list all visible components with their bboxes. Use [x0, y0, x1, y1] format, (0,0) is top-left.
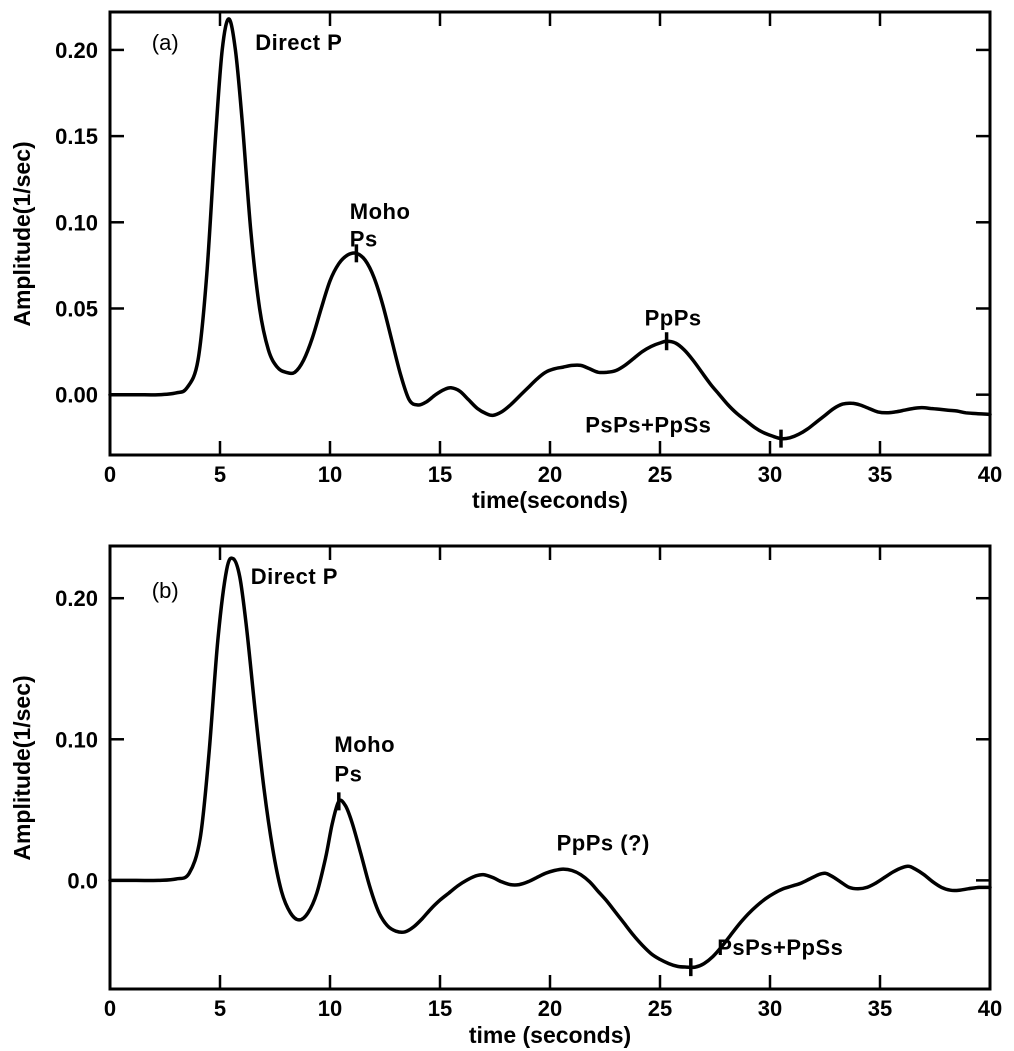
- annotation-psps-ppss: PsPs+PpSs: [585, 413, 711, 438]
- annotation-direct-p: Direct P: [251, 564, 338, 589]
- y-tick-label: 0.05: [55, 296, 98, 321]
- y-tick-label: 0.20: [55, 38, 98, 63]
- plot-frame: [108, 544, 992, 991]
- annotation-psps-ppss: PsPs+PpSs: [717, 935, 843, 960]
- x-tick-label: 40: [978, 996, 1002, 1021]
- x-axis-label: time (seconds): [469, 1022, 631, 1048]
- annotation-moho: Moho: [350, 199, 411, 224]
- x-tick-label: 40: [978, 462, 1002, 487]
- x-tick-label: 15: [428, 996, 452, 1021]
- y-tick-label: 0.10: [55, 210, 98, 235]
- plot-frame: [108, 10, 992, 457]
- x-tick-label: 30: [758, 462, 782, 487]
- annotation-ps: Ps: [350, 226, 378, 251]
- plot-area-a: 0 5 10 15 20 25 30 35 40 0.00 0.05 0.10 0.15 0.20 Dire…: [55, 10, 1002, 487]
- waveform-receiver-function-b: [108, 556, 992, 970]
- x-tick-label: 5: [214, 462, 226, 487]
- y-axis-label: Amplitude(1/sec): [9, 141, 35, 326]
- y-tick-label: 0.00: [55, 383, 98, 408]
- x-tick-label: 10: [318, 462, 342, 487]
- x-tick-label: 20: [538, 996, 562, 1021]
- y-tick-label: 0.20: [55, 586, 98, 611]
- x-tick-label: 35: [868, 996, 892, 1021]
- x-tick-label: 0: [104, 996, 116, 1021]
- annotation-ppps: PpPs: [645, 306, 702, 331]
- annotation-moho: Moho: [334, 732, 395, 757]
- waveform-receiver-function-a: [108, 17, 992, 441]
- y-axis-label: Amplitude(1/sec): [9, 675, 35, 860]
- annotation-ps: Ps: [334, 762, 362, 787]
- y-tick-label: 0.10: [55, 727, 98, 752]
- annotation-direct-p: Direct P: [255, 30, 342, 55]
- y-tick-label: 0.0: [67, 868, 98, 893]
- x-tick-label: 25: [648, 462, 672, 487]
- panel-label: (a): [152, 30, 179, 55]
- panel-a-chart: Amplitude(1/sec) time(seconds) 0 5 10 15 20 2…: [9, 10, 1002, 513]
- plot-area-b: 0 5 10 15 20 25 30 35 40 0.0 0.10 0.20 Direct P Moho P…: [55, 544, 1002, 1021]
- y-tick-label: 0.15: [55, 124, 98, 149]
- x-tick-label: 10: [318, 996, 342, 1021]
- panel-label: (b): [152, 578, 179, 603]
- x-tick-label: 0: [104, 462, 116, 487]
- x-tick-label: 5: [214, 996, 226, 1021]
- panel-b-chart: Amplitude(1/sec) time (seconds) 0 5 10 15 20…: [9, 544, 1002, 1048]
- x-tick-label: 15: [428, 462, 452, 487]
- x-axis-label: time(seconds): [472, 487, 628, 513]
- annotation-ppps: PpPs (?): [557, 831, 650, 856]
- x-tick-label: 20: [538, 462, 562, 487]
- x-tick-label: 30: [758, 996, 782, 1021]
- x-tick-label: 25: [648, 996, 672, 1021]
- x-tick-label: 35: [868, 462, 892, 487]
